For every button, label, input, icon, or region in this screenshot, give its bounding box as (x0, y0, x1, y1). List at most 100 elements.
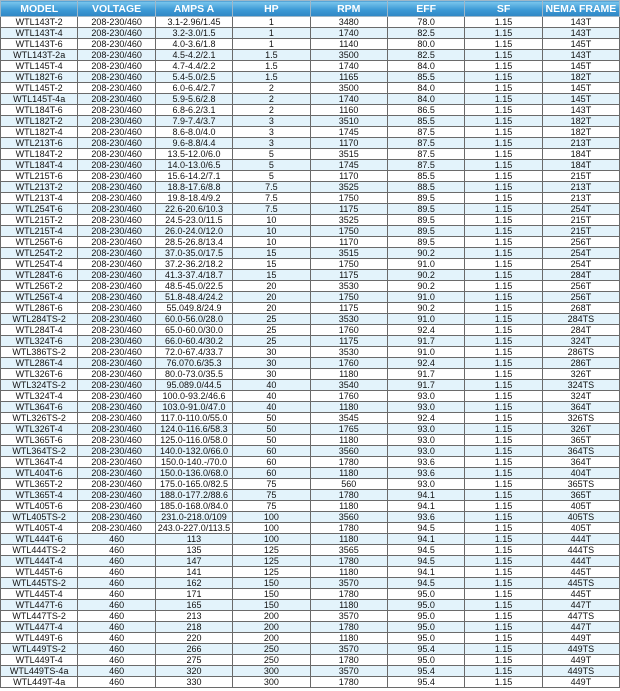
cell-model: WTL405TS-2 (0, 511, 79, 523)
cell-eff: 94.1 (386, 533, 466, 545)
header-voltage: VOLTAGE (77, 0, 156, 17)
cell-rpm: 1750 (309, 225, 388, 237)
cell-sf: 1.15 (464, 401, 543, 413)
table-row: WTL215T-4 208-230/460 26.0-24.0/12.0 10 1750… (0, 225, 620, 237)
cell-sf: 1.15 (464, 324, 543, 336)
cell-model: WTL364TS-2 (0, 445, 79, 457)
cell-eff: 90.2 (386, 269, 466, 281)
cell-nema-frame: 184T (541, 148, 620, 160)
table-row: WTL284T-6 208-230/460 41.3-37.4/18.7 15 1175… (0, 269, 620, 281)
cell-rpm: 1780 (309, 588, 388, 600)
cell-hp: 125 (232, 544, 311, 556)
cell-amps: 4.5-4.2/2.1 (154, 49, 234, 61)
cell-hp: 250 (232, 654, 311, 666)
cell-eff: 90.2 (386, 280, 466, 292)
cell-amps: 188.0-177.2/88.6 (154, 489, 234, 501)
cell-rpm: 3560 (309, 511, 388, 523)
cell-voltage: 208-230/460 (77, 16, 156, 28)
cell-hp: 1 (232, 16, 311, 28)
table-row: WTL326T-4 208-230/460 124.0-116.6/58.3 50 17… (0, 423, 620, 435)
table-row: WTL324T-4 208-230/460 100.0-93.2/46.6 40 176… (0, 390, 620, 402)
cell-voltage: 208-230/460 (77, 104, 156, 116)
cell-voltage: 208-230/460 (77, 390, 156, 402)
header-nema-frame: NEMA FRAME (541, 0, 620, 17)
table-row: WTL365T-4 208-230/460 188.0-177.2/88.6 75 17… (0, 489, 620, 501)
cell-sf: 1.15 (464, 412, 543, 424)
cell-rpm: 1780 (309, 489, 388, 501)
cell-voltage: 208-230/460 (77, 225, 156, 237)
cell-voltage: 208-230/460 (77, 214, 156, 226)
table-row: WTL143T-4 208-230/460 3.2-3.0/1.5 1 1740 82.5… (0, 27, 620, 39)
cell-eff: 91.7 (386, 335, 466, 347)
cell-voltage: 208-230/460 (77, 511, 156, 523)
cell-amps: 80.0-73.0/35.5 (154, 368, 234, 380)
table-row: WTL145T-4a 208-230/460 5.9-5.6/2.8 2 1740 84.… (0, 93, 620, 105)
cell-sf: 1.15 (464, 38, 543, 50)
cell-amps: 125.0-116.0/58.0 (154, 434, 234, 446)
cell-eff: 91.0 (386, 313, 466, 325)
cell-model: WTL326T-6 (0, 368, 79, 380)
table-row: WTL256T-6 208-230/460 28.5-26.8/13.4 10 1170… (0, 236, 620, 248)
cell-nema-frame: 449TS (541, 643, 620, 655)
cell-voltage: 460 (77, 665, 156, 677)
cell-rpm: 3545 (309, 412, 388, 424)
cell-voltage: 208-230/460 (77, 170, 156, 182)
cell-sf: 1.15 (464, 16, 543, 28)
cell-model: WTL143T-2 (0, 16, 79, 28)
cell-model: WTL254T-6 (0, 203, 79, 215)
cell-sf: 1.15 (464, 566, 543, 578)
cell-model: WTL405T-4 (0, 522, 79, 534)
cell-eff: 84.0 (386, 60, 466, 72)
cell-amps: 55.049.8/24.9 (154, 302, 234, 314)
cell-rpm: 1170 (309, 236, 388, 248)
cell-eff: 94.5 (386, 544, 466, 556)
cell-voltage: 208-230/460 (77, 93, 156, 105)
cell-hp: 1 (232, 38, 311, 50)
cell-model: WTL365T-2 (0, 478, 79, 490)
table-row: WTL254T-2 208-230/460 37.0-35.0/17.5 15 3515… (0, 247, 620, 259)
cell-hp: 7.5 (232, 203, 311, 215)
table-row: WTL449T-4 460 275 250 1780 95.0 1.15 449T (0, 654, 620, 666)
cell-rpm: 1740 (309, 60, 388, 72)
cell-voltage: 208-230/460 (77, 269, 156, 281)
cell-sf: 1.15 (464, 247, 543, 259)
cell-amps: 5.9-5.6/2.8 (154, 93, 234, 105)
cell-hp: 25 (232, 324, 311, 336)
cell-voltage: 208-230/460 (77, 412, 156, 424)
cell-amps: 7.9-7.4/3.7 (154, 115, 234, 127)
table-row: WTL284TS-2 208-230/460 60.0-56.0/28.0 25 353… (0, 313, 620, 325)
cell-eff: 84.0 (386, 82, 466, 94)
cell-model: WTL324T-6 (0, 335, 79, 347)
cell-sf: 1.15 (464, 258, 543, 270)
cell-voltage: 208-230/460 (77, 500, 156, 512)
table-row: WTL405T-4 208-230/460 243.0-227.0/113.5 100… (0, 522, 620, 534)
cell-rpm: 1760 (309, 390, 388, 402)
cell-sf: 1.15 (464, 533, 543, 545)
cell-model: WTL386TS-2 (0, 346, 79, 358)
cell-eff: 93.6 (386, 511, 466, 523)
cell-rpm: 1750 (309, 192, 388, 204)
cell-nema-frame: 268T (541, 302, 620, 314)
cell-rpm: 3525 (309, 214, 388, 226)
cell-sf: 1.15 (464, 148, 543, 160)
cell-voltage: 460 (77, 643, 156, 655)
cell-sf: 1.15 (464, 269, 543, 281)
cell-voltage: 460 (77, 599, 156, 611)
cell-eff: 95.0 (386, 599, 466, 611)
cell-amps: 124.0-116.6/58.3 (154, 423, 234, 435)
cell-amps: 14.0-13.0/6.5 (154, 159, 234, 171)
cell-sf: 1.15 (464, 93, 543, 105)
table-row: WTL143T-2 208-230/460 3.1-2.96/1.45 1 3480 78… (0, 16, 620, 28)
cell-hp: 60 (232, 456, 311, 468)
cell-rpm: 3500 (309, 82, 388, 94)
table-row: WTL447T-6 460 165 150 1180 95.0 1.15 447T (0, 599, 620, 611)
cell-eff: 94.1 (386, 566, 466, 578)
cell-amps: 218 (154, 621, 234, 633)
cell-voltage: 208-230/460 (77, 71, 156, 83)
cell-model: WTL184T-2 (0, 148, 79, 160)
cell-sf: 1.15 (464, 379, 543, 391)
cell-eff: 91.7 (386, 379, 466, 391)
cell-model: WTL445T-4 (0, 588, 79, 600)
cell-nema-frame: 215T (541, 214, 620, 226)
cell-nema-frame: 284T (541, 269, 620, 281)
